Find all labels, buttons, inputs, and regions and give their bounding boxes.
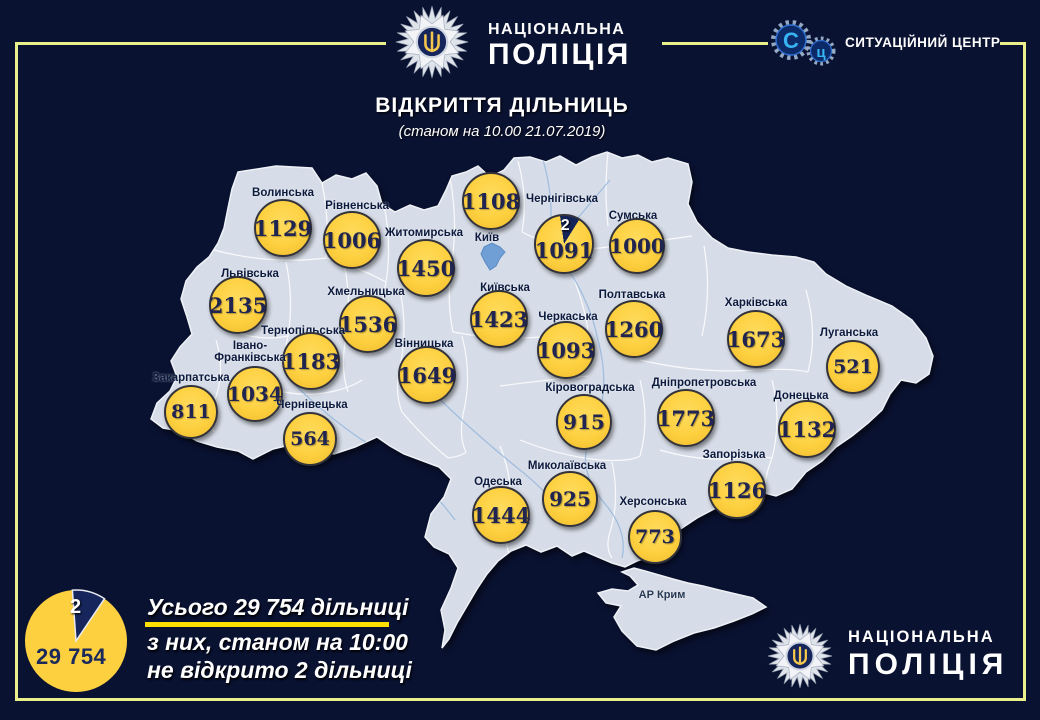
region-label: Запорізька <box>702 449 766 461</box>
police-badge-icon <box>394 3 470 86</box>
region-marker: 773 <box>628 510 682 564</box>
region-value: 1183 <box>281 348 341 374</box>
gear-letter-large: С <box>783 28 799 53</box>
region-label: Житомирська <box>384 227 464 239</box>
footer-brand-bottom: ПОЛІЦІЯ <box>848 648 1009 681</box>
region-value: 773 <box>635 526 675 548</box>
region-marker: 1034 <box>227 366 283 422</box>
region-label: Херсонська <box>619 496 687 508</box>
region-marker: 564 <box>283 412 337 466</box>
region-value: 1126 <box>707 477 767 503</box>
region-marker: 1260 <box>605 300 663 358</box>
region-value: 1091 <box>534 238 594 263</box>
situation-center-gears-icon: С ц <box>763 14 845 75</box>
region-marker: 1673 <box>727 310 785 368</box>
region-marker: 1108 <box>462 172 520 230</box>
region-label: Луганська <box>819 327 879 339</box>
region-value: 1093 <box>536 337 596 363</box>
region-value: 1006 <box>322 227 382 253</box>
summary-total-line: Усього 29 754 дільниці <box>147 594 409 620</box>
region-marker: 1006 <box>323 211 381 269</box>
region-marker: 1423 <box>470 290 528 348</box>
region-value: 1108 <box>461 188 521 214</box>
region-marker: 1132 <box>778 400 836 458</box>
summary-pie-chart <box>22 587 130 700</box>
region-value: 2135 <box>208 292 268 318</box>
summary-detail-line2: не відкрито 2 дільниці <box>147 657 412 683</box>
region-marker: 925 <box>542 471 598 527</box>
pie-not-opened-value: 2 <box>70 596 82 618</box>
region-label: Кіровоградська <box>545 382 635 394</box>
region-label: Чернігівська <box>525 193 599 205</box>
region-value: 1000 <box>609 234 665 258</box>
region-label: Дніпропетровська <box>651 377 757 389</box>
region-value: 915 <box>563 410 605 434</box>
header-brand-top: НАЦІОНАЛЬНА <box>488 21 626 38</box>
region-label: Волинська <box>252 187 314 199</box>
region-marker: 1000 <box>609 218 665 274</box>
region-marker: 1444 <box>472 486 530 544</box>
region-marker: 1773 <box>657 389 715 447</box>
region-value: 1673 <box>726 326 786 352</box>
situation-center-label: СИТУАЦІЙНИЙ ЦЕНТР <box>845 35 1001 50</box>
region-value: 1260 <box>604 316 664 342</box>
region-label: Чернівецька <box>276 399 348 411</box>
page-subtitle: (станом на 10.00 21.07.2019) <box>398 123 606 140</box>
pie-total-value: 29 754 <box>36 644 107 669</box>
region-marker: 2135 <box>209 276 267 334</box>
region-value: 1773 <box>656 405 716 431</box>
page-title: ВІДКРИТТЯ ДІЛЬНИЦЬ <box>375 94 629 117</box>
region-label: Закарпатська <box>152 372 230 384</box>
footer-brand-top: НАЦІОНАЛЬНА <box>848 628 995 646</box>
region-marker: 1183 <box>282 332 340 390</box>
region-marker: 915 <box>556 394 612 450</box>
gear-letter-small: ц <box>816 44 826 61</box>
region-marker: 1649 <box>398 346 456 404</box>
crimea-label: АР Крим <box>638 589 686 601</box>
header-brand-bottom: ПОЛІЦІЯ <box>488 38 631 71</box>
region-marker: 1093 <box>537 321 595 379</box>
region-marker: 521 <box>826 340 880 394</box>
region-marker: 1129 <box>254 199 312 257</box>
region-value: 811 <box>171 401 211 423</box>
region-value: 1129 <box>253 215 313 241</box>
region-marker: 1126 <box>708 461 766 519</box>
region-value: 1450 <box>396 255 456 281</box>
region-value: 1649 <box>397 362 457 388</box>
region-value: 1132 <box>777 416 837 442</box>
region-label: Івано- Франківська <box>214 340 286 364</box>
region-marker: 811 <box>164 385 218 439</box>
region-value: 564 <box>290 428 330 450</box>
region-label: Рівненська <box>325 200 389 212</box>
region-value: 1536 <box>338 311 398 337</box>
region-not-opened-badge: 2 <box>560 217 570 234</box>
region-marker: 1450 <box>397 239 455 297</box>
region-value: 521 <box>833 356 873 378</box>
region-value: 1423 <box>469 306 529 332</box>
region-value: 925 <box>549 487 591 511</box>
police-badge-icon-footer <box>766 621 834 696</box>
summary-underline <box>145 622 389 627</box>
region-marker: 1091 2 <box>534 214 594 274</box>
region-marker: 1536 <box>339 295 397 353</box>
region-value: 1034 <box>227 382 283 406</box>
region-label: Київ <box>474 232 500 244</box>
region-value: 1444 <box>471 502 531 528</box>
summary-detail-line1: з них, станом на 10:00 <box>147 629 408 655</box>
region-label: Харківська <box>724 297 788 309</box>
